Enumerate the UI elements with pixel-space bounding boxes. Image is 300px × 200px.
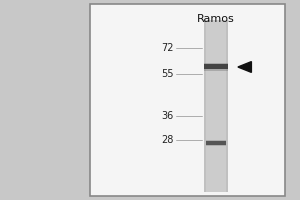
Text: 36: 36 (162, 111, 174, 121)
Text: 28: 28 (162, 135, 174, 145)
Polygon shape (238, 62, 251, 72)
Bar (204, 20, 228, 192)
Text: Ramos: Ramos (197, 14, 235, 24)
Bar (204, 64, 228, 69)
Bar (206, 141, 226, 145)
Bar (206, 140, 226, 146)
Text: 72: 72 (161, 43, 174, 53)
Bar (90, 4, 285, 196)
Bar (206, 20, 226, 192)
Bar (204, 63, 228, 71)
Text: 55: 55 (161, 69, 174, 79)
